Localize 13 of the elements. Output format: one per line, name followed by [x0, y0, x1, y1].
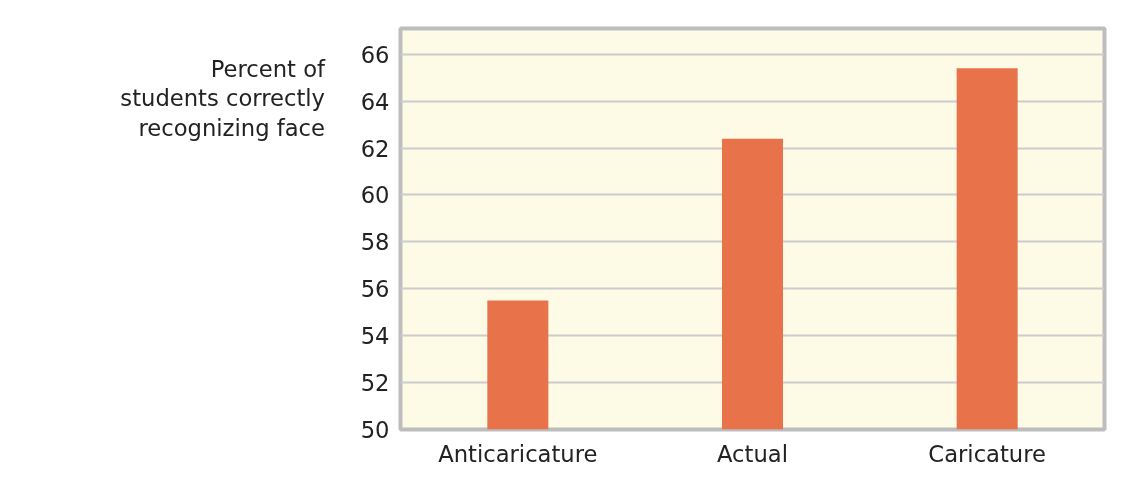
x-tick-label: Anticaricature	[438, 440, 598, 467]
y-tick-label: 52	[360, 370, 390, 397]
x-tick-label: Caricature	[928, 440, 1046, 467]
y-tick-label: 56	[360, 276, 390, 303]
y-tick-label: 58	[360, 229, 390, 256]
y-tick-label: 54	[360, 323, 390, 350]
x-tick-label: Actual	[717, 440, 788, 467]
y-tick-label: 60	[360, 182, 390, 209]
y-tick-label: 50	[360, 417, 390, 443]
y-tick-label: 64	[360, 88, 390, 115]
y-tick-label: 66	[360, 41, 390, 68]
y-axis-title: Percent of students correctly recognizing face	[120, 55, 325, 143]
y-tick-label: 62	[360, 135, 390, 162]
